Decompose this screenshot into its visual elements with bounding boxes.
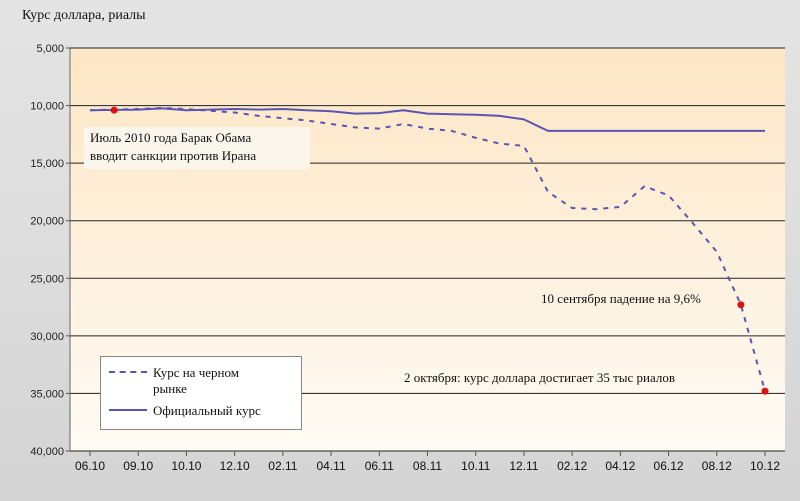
y-axis-title: Курс доллара, риалы [22,8,146,23]
y-tick-label: 35,000 [30,388,64,400]
x-tick-label: 06.11 [365,459,394,473]
legend-label-official: Официальный курс [153,403,261,418]
x-tick-label: 08.11 [413,459,442,473]
y-tick-label: 25,000 [30,273,64,285]
x-tick-label: 10.12 [750,459,780,473]
x-axis-ticks: 06.10 09.10 10.10 12.10 02.11 04.11 06.11 08.11… [75,451,780,473]
x-tick-label: 04.12 [605,459,635,473]
series-official-line [89,107,765,132]
y-axis-ticks: 5,000 10,000 15,000 20,000 25,000 30,000 35,00… [30,43,71,458]
y-tick-label: 40,000 [30,446,64,458]
chart-legend: Курс на черном рынке Официальный курс [100,356,302,430]
y-tick-label: 5,000 [36,43,64,55]
event-marker-point [761,387,769,395]
event-markers [110,106,769,395]
x-tick-label: 06.12 [654,459,684,473]
series-lines [89,106,766,392]
y-tick-label: 30,000 [30,331,64,343]
y-tick-label: 10,000 [30,101,64,113]
x-tick-label: 12.10 [220,459,250,473]
legend-item-official: Официальный курс [109,403,261,419]
legend-swatch-solid [109,403,147,415]
x-tick-label: 06.10 [75,459,105,473]
legend-label-black-market: Курс на черном рынке [153,365,239,397]
annotation-peak: 2 октября: курс доллара достигает 35 тыс… [404,370,676,385]
annotation-drop: 10 сентября падение на 9,6% [541,291,701,306]
x-tick-label: 08.12 [702,459,732,473]
x-tick-label: 09.10 [123,459,153,473]
x-tick-label: 04.11 [317,459,346,473]
annotation-sanctions-line2: вводит санкции против Ирана [90,148,257,163]
legend-swatch-dashed [109,365,147,377]
x-tick-label: 02.12 [557,459,587,473]
x-tick-label: 02.11 [268,459,297,473]
legend-item-black-market: Курс на черном рынке [109,365,239,397]
annotation-sanctions-line1: Июль 2010 года Барак Обама [90,130,252,145]
x-tick-label: 12.11 [509,459,538,473]
annotation-sanctions: Июль 2010 года Барак Обама вводит санкци… [84,127,310,169]
legend-label-black-market-line2: рынке [153,381,187,396]
y-tick-label: 15,000 [30,158,64,170]
event-marker-point [110,106,118,114]
x-tick-label: 10.11 [461,459,490,473]
event-marker-point [737,301,745,309]
legend-label-black-market-line1: Курс на черном [153,365,239,380]
x-tick-label: 10.10 [171,459,201,473]
y-tick-label: 20,000 [30,216,64,228]
